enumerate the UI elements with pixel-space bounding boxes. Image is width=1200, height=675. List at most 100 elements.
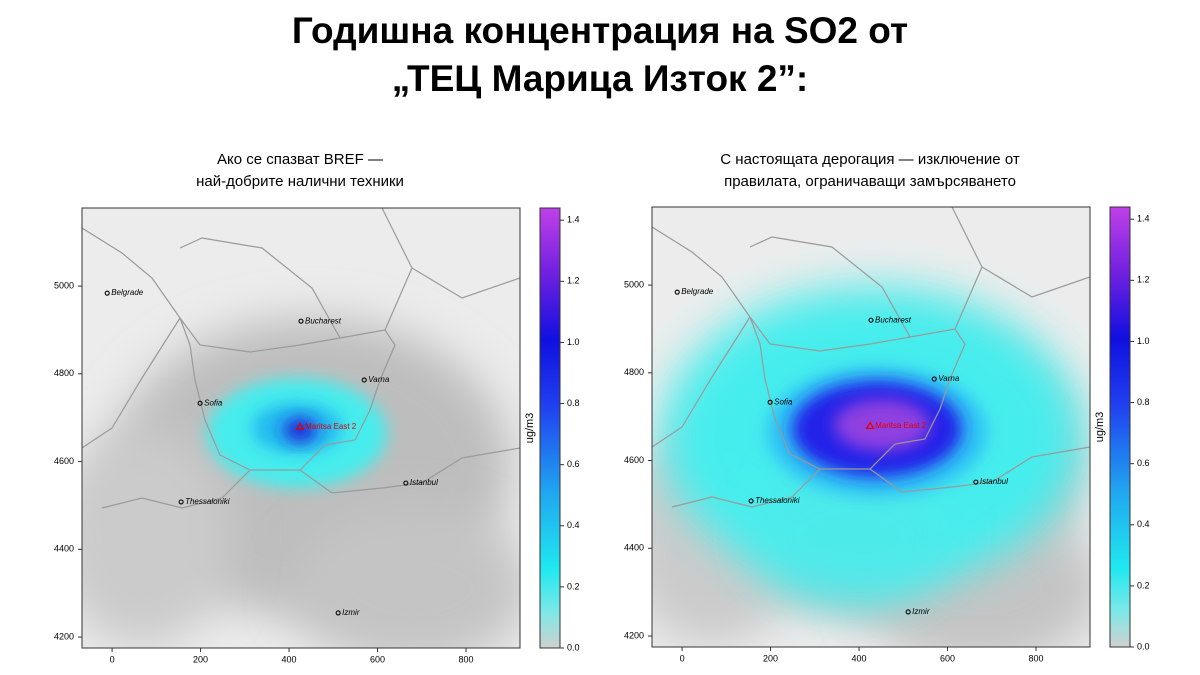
city-marker [868,317,874,323]
city-marker [335,610,341,616]
city-marker [104,290,110,296]
x-tick-label: 600 [370,654,385,664]
city-label: Istanbul [980,477,1008,486]
colorbar-tick-label: 0.0 [1137,641,1150,651]
colorbar-tick-label: 0.2 [567,581,580,591]
colorbar-tick-label: 1.2 [1137,275,1150,285]
y-tick-label: 4400 [624,543,644,553]
city-label: Thessaloniki [755,496,800,505]
x-tick-label: 0 [110,654,115,664]
y-tick-label: 5000 [54,280,74,290]
title: Годишна концентрация на SO2 от [292,10,908,51]
city-marker [403,480,409,486]
city-marker [748,498,754,504]
city-label: Sofia [774,397,793,406]
city-marker [905,609,911,615]
border [652,316,751,448]
plume [752,467,952,607]
x-tick-label: 400 [282,654,297,664]
y-tick-label: 4600 [54,456,74,466]
city-marker [767,399,773,405]
city-label: Belgrade [681,287,714,296]
map [82,208,520,648]
colorbar-tick-label: 1.2 [567,276,580,286]
source-label: Maritsa East 2 [875,421,927,430]
map-panel: Ако се спазват BREF — най-добрите налични… [54,151,580,664]
colorbar [539,207,561,649]
x-tick-label: 600 [940,653,955,663]
x-tick-label: 800 [459,654,474,664]
colorbar [1109,206,1131,648]
plot-frame [81,207,521,649]
colorbar-label: ug/m3 [1094,412,1106,443]
border [179,237,341,339]
border [981,266,1090,298]
city-label: Sofia [204,398,223,407]
city-label: Izmir [912,607,930,616]
x-tick-label: 800 [1029,653,1044,663]
panel-subtitle: С настоящата дерогация — изключение от [720,151,1020,168]
source-marker [865,421,875,430]
city-marker [973,479,979,485]
city-marker [197,400,203,406]
border [101,469,251,509]
map [652,207,1090,647]
border [82,227,181,319]
colorbar-tick-label: 1.0 [567,337,580,347]
border [179,317,396,471]
haze [292,508,520,648]
border [671,468,821,508]
map-panel: С настоящата дерогация — изключение от пр… [624,151,1150,663]
source-label: Maritsa East 2 [305,422,357,431]
city-marker [178,499,184,505]
city-label: Thessaloniki [185,497,230,506]
colorbar-tick-label: 0.4 [1137,519,1150,529]
x-tick-label: 200 [193,654,208,664]
colorbar-tick-label: 0.6 [1137,458,1150,468]
panel-subtitle: Ако се спазват BREF — [217,151,383,168]
colorbar-tick-label: 0.6 [567,459,580,469]
city-label: Varna [368,375,390,384]
plume [834,399,930,451]
y-tick-label: 4800 [54,368,74,378]
city-label: Varna [938,374,960,383]
border [299,469,423,494]
border [421,447,520,484]
city-label: Belgrade [111,288,144,297]
border [749,316,966,470]
city-label: Izmir [342,608,360,617]
colorbar-tick-label: 1.4 [567,215,580,225]
y-tick-label: 4200 [54,631,74,641]
border [411,267,520,299]
title: „ТЕЦ Марица Изток 2”: [392,58,809,99]
colorbar-tick-label: 0.2 [1137,580,1150,590]
colorbar-tick-label: 0.0 [567,642,580,652]
colorbar-tick-label: 1.4 [1137,214,1150,224]
x-tick-label: 0 [680,653,685,663]
source-marker [295,422,305,431]
y-tick-label: 4800 [624,367,644,377]
border [991,446,1090,483]
city-label: Bucharest [875,315,912,324]
plot-frame [651,206,1091,648]
city-marker [298,318,304,324]
y-tick-label: 4200 [624,630,644,640]
colorbar-tick-label: 1.0 [1137,336,1150,346]
colorbar-tick-label: 0.8 [567,398,580,408]
city-marker [674,289,680,295]
haze [82,428,232,648]
city-label: Istanbul [410,478,438,487]
colorbar-tick-label: 0.8 [1137,397,1150,407]
x-tick-label: 200 [763,653,778,663]
border [749,236,911,338]
colorbar-label: ug/m3 [524,413,536,444]
y-tick-label: 4600 [624,455,644,465]
panel-subtitle: правилата, ограничаващи замърсяването [724,173,1016,190]
panel-subtitle: най-добрите налични техники [196,173,404,190]
border [652,226,751,318]
colorbar-tick-label: 0.4 [567,520,580,530]
border [869,468,993,493]
city-label: Bucharest [305,316,342,325]
city-marker [361,377,367,383]
